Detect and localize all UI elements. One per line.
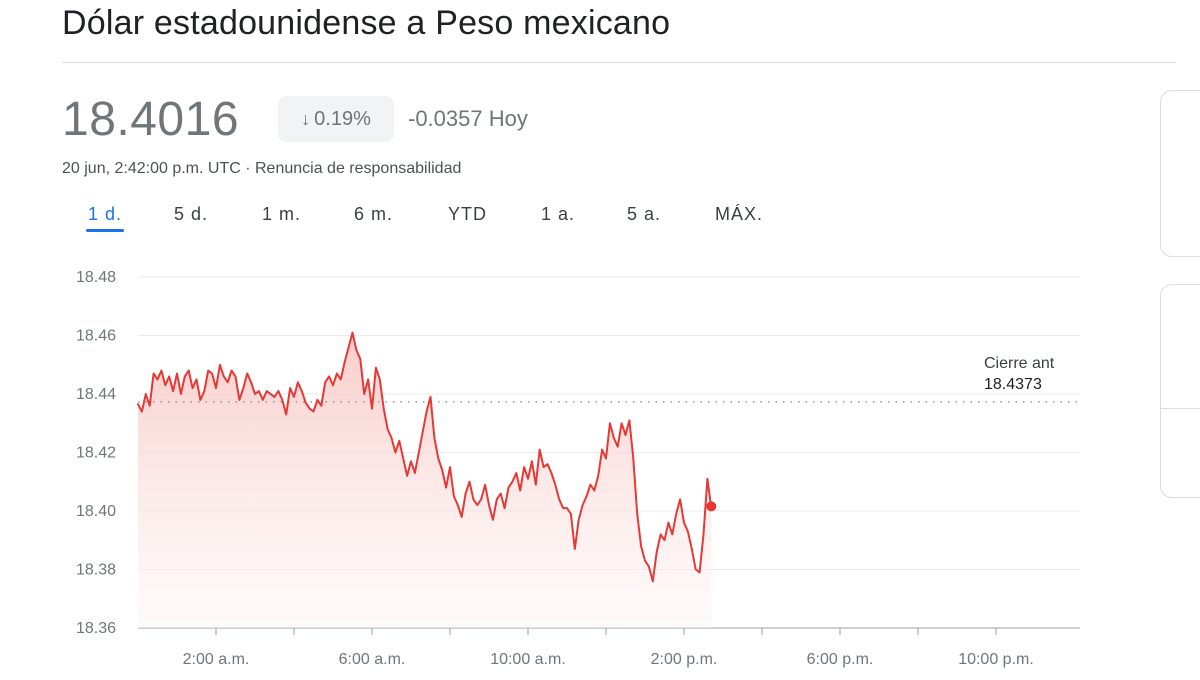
change-percent-badge: ↓ 0.19% (278, 96, 394, 142)
y-tick-label: 18.48 (76, 269, 116, 286)
change-percent-value: 0.19% (314, 107, 371, 130)
side-panel-card-bottom (1160, 284, 1200, 498)
y-tick-label: 18.44 (76, 386, 116, 403)
previous-close-value: 18.4373 (984, 376, 1042, 393)
title-divider (62, 62, 1176, 63)
disclaimer-link[interactable]: Renuncia de responsabilidad (255, 160, 462, 177)
tab-1d[interactable]: 1 d. (85, 200, 125, 232)
price-chart[interactable]: Cierre ant 18.4373 18.48 18.46 18.44 18.42 18… (0, 255, 1100, 680)
chart-axis-layer: 18.48 18.46 18.44 18.42 18.40 18.38 18.36 2:00 … (76, 269, 1034, 668)
y-tick-label: 18.42 (76, 445, 116, 462)
price-line (137, 331, 713, 583)
quote-timestamp-line: 20 jun, 2:42:00 p.m. UTC · Renuncia de r… (62, 160, 461, 178)
change-absolute: -0.0357 Hoy (408, 106, 528, 131)
arrow-down-icon: ↓ (301, 108, 311, 129)
x-tick-label: 2:00 p.m. (651, 651, 718, 668)
quote-timestamp: 20 jun, 2:42:00 p.m. UTC (62, 160, 241, 177)
current-price-dot (706, 501, 717, 512)
side-panel-divider (1160, 408, 1200, 409)
side-panel-card-top (1160, 90, 1200, 257)
tab-1m[interactable]: 1 m. (262, 204, 302, 224)
tab-6m[interactable]: 6 m. (354, 204, 394, 224)
y-tick-label: 18.38 (76, 562, 116, 579)
tab-max[interactable]: MÁX. (715, 204, 764, 224)
timestamp-separator: · (245, 160, 251, 177)
page-title: Dólar estadounidense a Peso mexicano (62, 4, 671, 42)
y-tick-label: 18.36 (76, 620, 116, 637)
x-tick-label: 6:00 p.m. (807, 651, 874, 668)
y-tick-label: 18.40 (76, 503, 116, 520)
price-area-fill (138, 332, 712, 628)
tab-ytd[interactable]: YTD (448, 204, 487, 224)
x-tick-label: 10:00 p.m. (958, 651, 1034, 668)
previous-close-layer: Cierre ant 18.4373 (138, 355, 1080, 403)
previous-close-label: Cierre ant (984, 355, 1055, 372)
chart-line-layer (137, 331, 717, 583)
y-tick-label: 18.46 (76, 328, 116, 345)
x-tick-label: 6:00 a.m. (339, 651, 406, 668)
x-tick-label: 2:00 a.m. (183, 651, 250, 668)
x-tick-label: 10:00 a.m. (490, 651, 566, 668)
tab-1y[interactable]: 1 a. (541, 204, 576, 224)
chart-area-layer (138, 332, 712, 628)
current-price: 18.4016 (62, 93, 240, 146)
range-tabs: 1 d. 5 d. 1 m. 6 m. YTD 1 a. 5 a. MÁX. (0, 200, 900, 236)
tab-5d[interactable]: 5 d. (174, 204, 209, 224)
tab-5y[interactable]: 5 a. (627, 204, 662, 224)
